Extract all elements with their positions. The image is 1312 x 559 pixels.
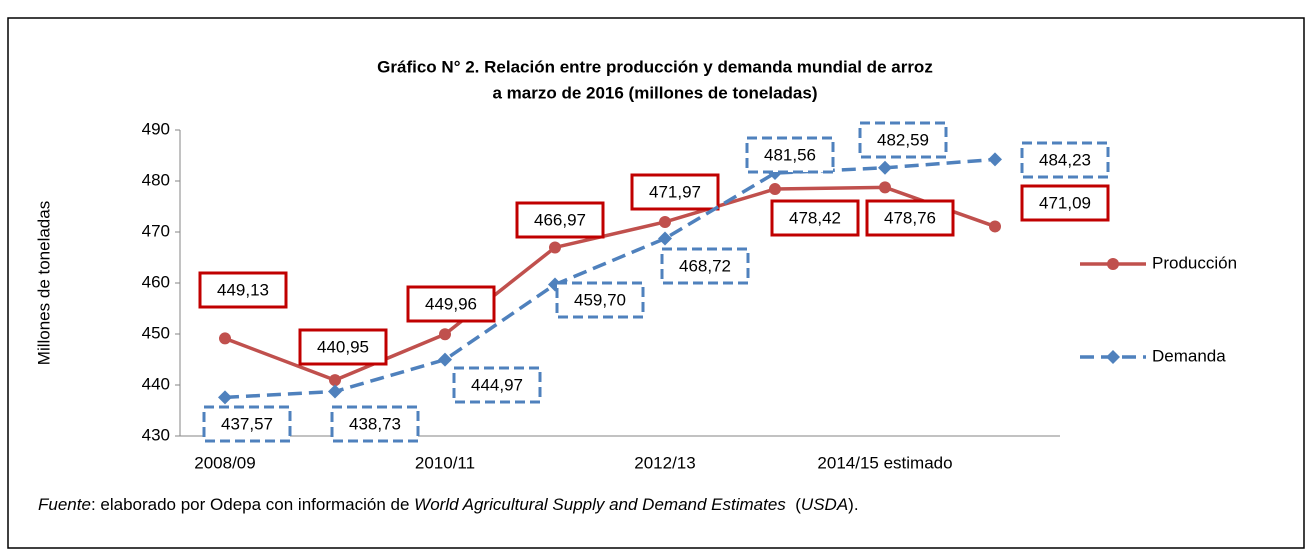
label-box [202, 405, 292, 443]
y-tick-label: 490 [142, 119, 170, 138]
source-part: Fuente [38, 495, 91, 514]
data-label: 437,57 [221, 414, 273, 433]
point [658, 231, 672, 246]
source: Fuente: elaborado por Odepa con informac… [38, 495, 859, 514]
chart-title: Gráfico N° 2. Relación entre producción … [377, 57, 933, 76]
source-part: World Agricultural Supply and Demand Est… [414, 495, 786, 514]
series-line [224, 185, 996, 383]
y-tick-label: 460 [142, 272, 170, 291]
label-box [452, 366, 542, 404]
label-box [745, 136, 835, 174]
legend-label: Demanda [1152, 346, 1226, 365]
x-tick-label: 2014/15 estimado [817, 453, 952, 472]
legend-marker [1106, 350, 1120, 364]
data-label: 471,97 [649, 182, 701, 201]
source-part: USDA [801, 495, 848, 514]
y-tick-label: 430 [142, 425, 170, 444]
x-tick-label: 2008/09 [194, 453, 255, 472]
point [878, 160, 892, 175]
source-part: ). [848, 495, 858, 514]
label-box [1020, 141, 1110, 179]
point [218, 390, 232, 405]
label-box [198, 271, 288, 309]
legend-marker [1107, 258, 1119, 270]
label-box [515, 201, 605, 239]
label-box [406, 285, 496, 323]
label-box [330, 405, 420, 443]
data-label: 482,59 [877, 130, 929, 149]
label-box [660, 247, 750, 285]
data-label: 440,95 [317, 337, 369, 356]
chart-title: a marzo de 2016 (millones de toneladas) [492, 83, 817, 102]
legend-label: Producción [1152, 253, 1237, 272]
source-part: : elaborado por Odepa con información de [91, 495, 414, 514]
y-tick-label: 480 [142, 170, 170, 189]
point [989, 220, 1001, 233]
label-box [555, 281, 645, 319]
point [219, 332, 231, 345]
data-label: 471,09 [1039, 193, 1091, 212]
data-label: 468,72 [679, 256, 731, 275]
point [328, 384, 342, 399]
label-box [298, 328, 388, 366]
data-label: 466,97 [534, 210, 586, 229]
data-label: 481,56 [764, 145, 816, 164]
y-axis-label: Millones de toneladas [34, 201, 53, 365]
data-label: 484,23 [1039, 150, 1091, 169]
point [879, 181, 891, 194]
data-label: 444,97 [471, 375, 523, 394]
data-label: 478,42 [789, 208, 841, 227]
point [329, 374, 341, 387]
data-label: 459,70 [574, 290, 626, 309]
point [439, 328, 451, 341]
y-tick-label: 470 [142, 221, 170, 240]
label-box [770, 199, 860, 237]
x-tick-label: 2012/13 [634, 453, 695, 472]
point [659, 215, 671, 228]
y-tick-label: 450 [142, 323, 170, 342]
point [438, 352, 452, 367]
source-part: ( [786, 495, 801, 514]
point [769, 183, 781, 196]
data-label: 478,76 [884, 208, 936, 227]
series-line [224, 157, 996, 400]
data-label: 449,96 [425, 294, 477, 313]
label-box [865, 199, 955, 237]
label-box [858, 121, 948, 159]
label-box [1020, 184, 1110, 222]
data-label: 438,73 [349, 414, 401, 433]
label-box [630, 173, 720, 211]
point [549, 241, 561, 254]
data-label: 449,13 [217, 280, 269, 299]
y-tick-label: 440 [142, 374, 170, 393]
x-tick-label: 2010/11 [415, 453, 475, 472]
point [988, 152, 1002, 167]
